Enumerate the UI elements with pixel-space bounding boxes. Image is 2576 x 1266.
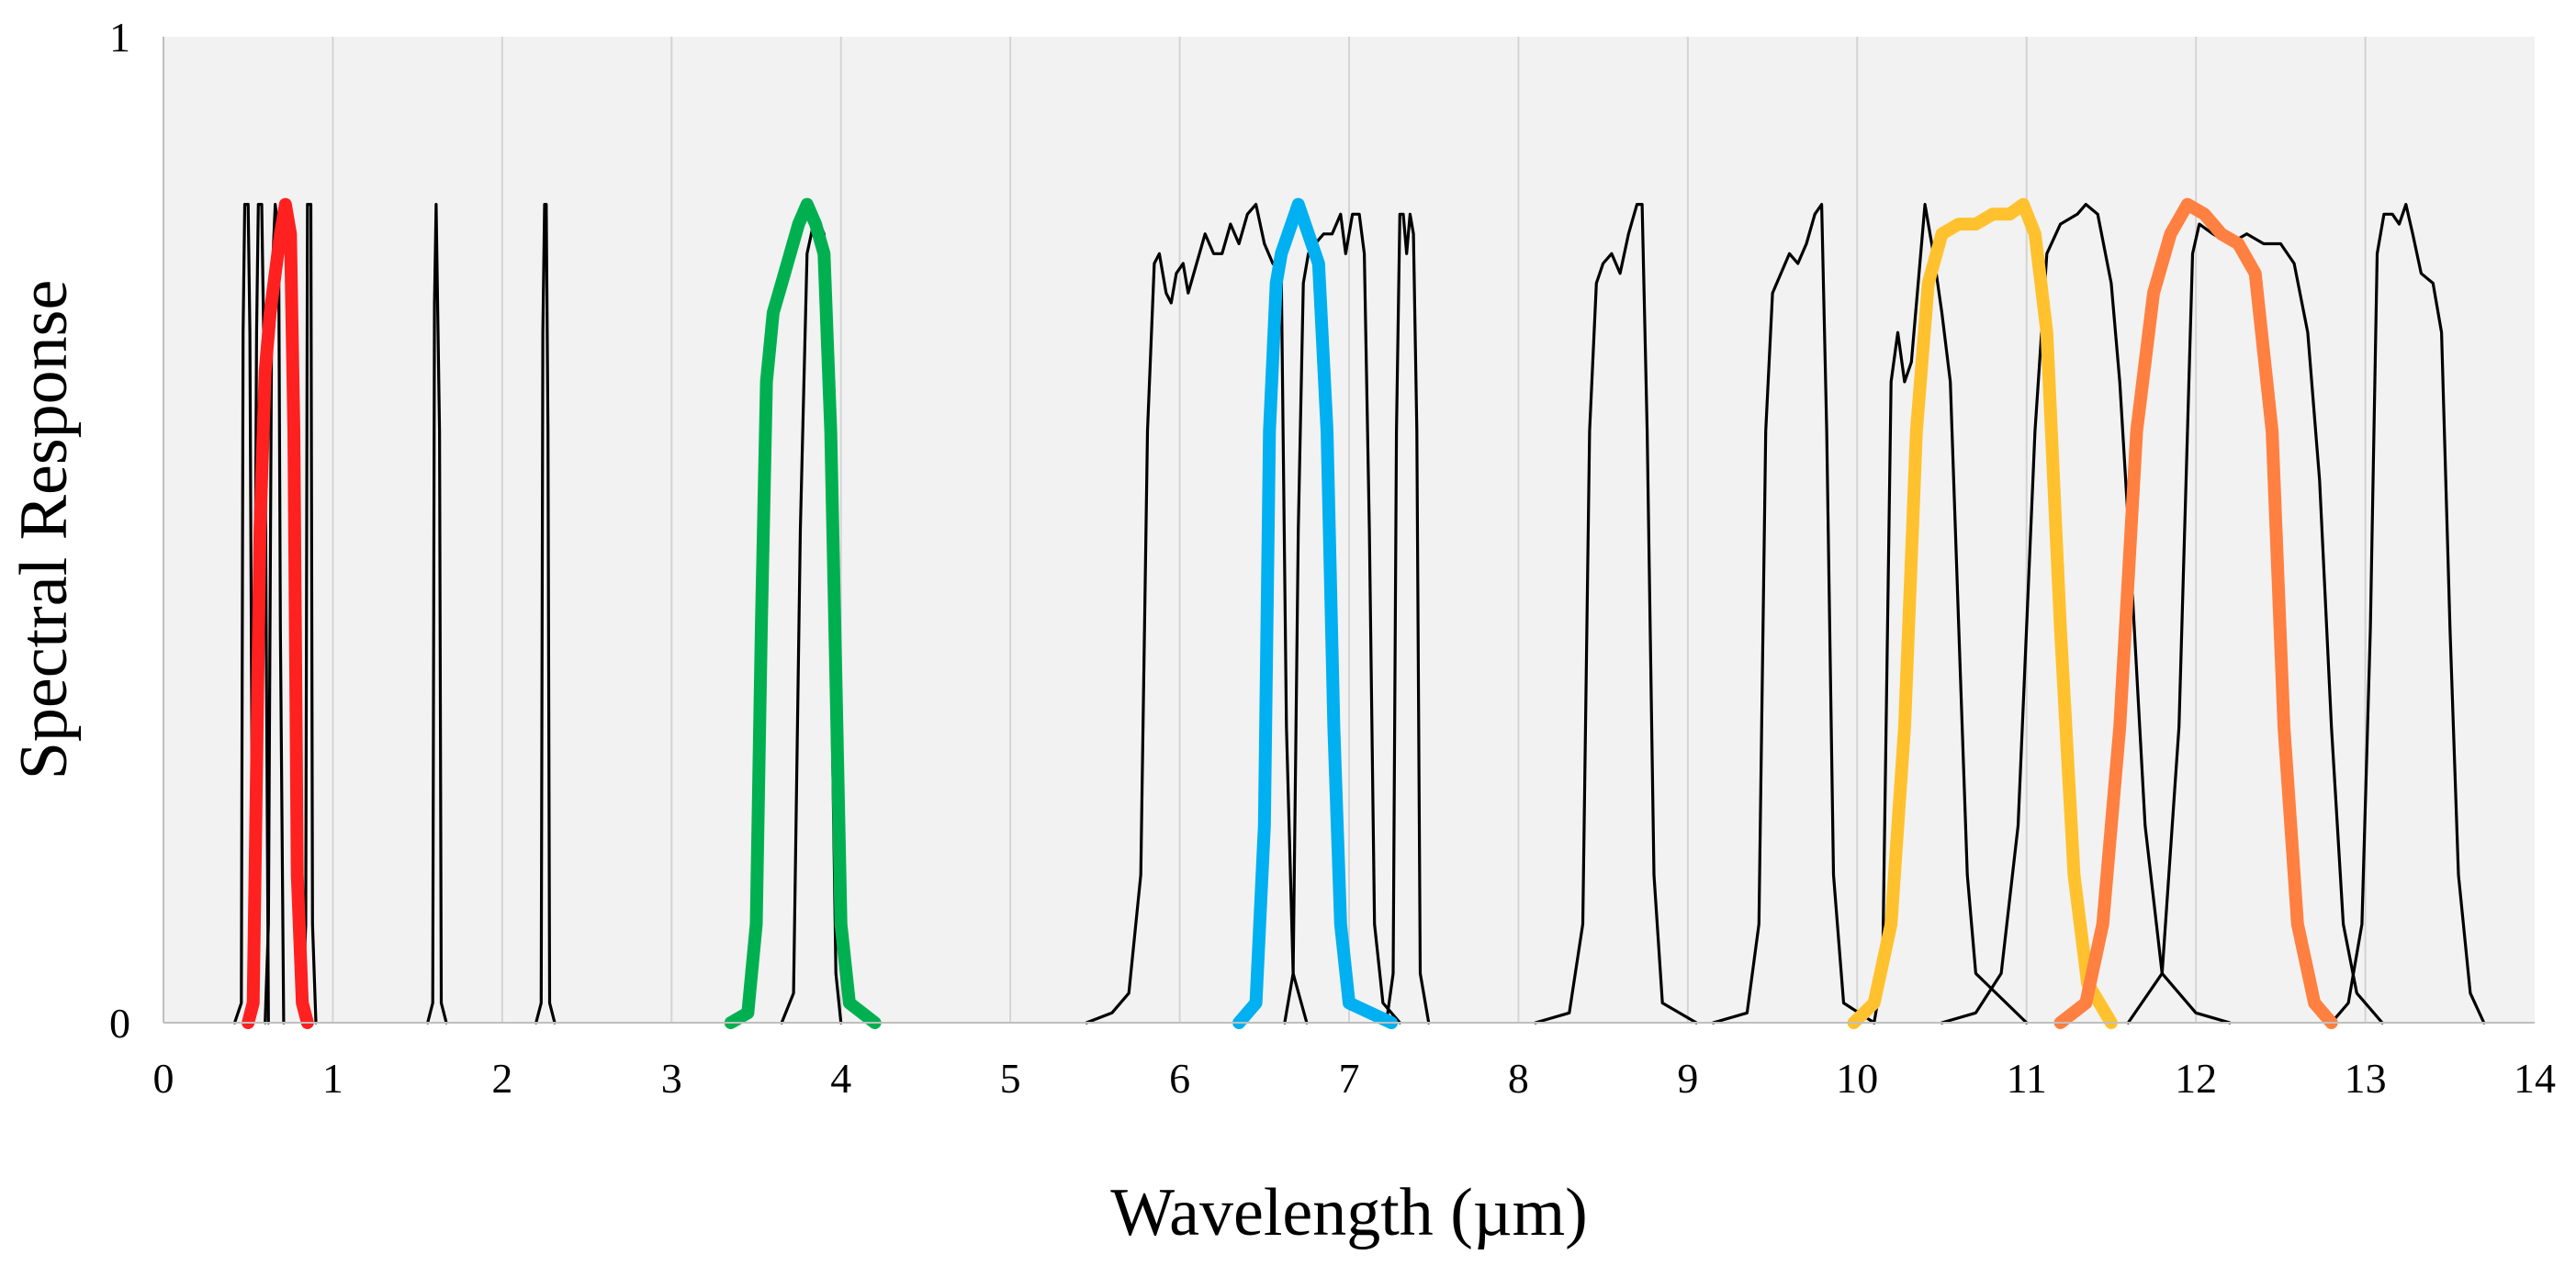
x-tick-label-4: 4: [830, 1055, 851, 1102]
series-line-wv-6.9: [1283, 212, 1401, 1025]
series-line-tir-8.6: [1534, 203, 1698, 1025]
series-line-wv-6.2: [1085, 203, 1309, 1025]
x-tick-label-3: 3: [661, 1055, 682, 1102]
axes: [163, 37, 2535, 1024]
x-tick-labels: 0 1 2 3 4 5 6 7 8 9 10 11 12 13 14: [153, 1055, 2557, 1102]
series-line-wv-7.3: [1385, 212, 1431, 1025]
x-tick-label-8: 8: [1508, 1055, 1529, 1102]
x-tick-label-10: 10: [1836, 1055, 1878, 1102]
y-tick-labels: 01: [109, 14, 130, 1047]
series-line-yellow-10.8: [1847, 197, 2118, 1029]
series-line-swir-2.25: [534, 203, 557, 1025]
series-line-vis-red: [264, 203, 286, 1025]
series-line-blue-6.7: [1232, 197, 1399, 1029]
series-line-green-3.8: [724, 197, 882, 1029]
x-tick-label-7: 7: [1339, 1055, 1360, 1102]
thick-series-layer: [242, 197, 2338, 1029]
gridlines: [332, 37, 2367, 1023]
series-line-tir-10.4: [1873, 203, 2029, 1025]
series-line-red-0.65: [242, 197, 314, 1029]
x-axis-title: Wavelength (µm): [1110, 1175, 1588, 1250]
y-tick-label-0: 0: [109, 1000, 130, 1047]
x-tick-label-0: 0: [153, 1055, 174, 1102]
x-tick-label-12: 12: [2175, 1055, 2217, 1102]
y-axis-title: Spectral Response: [6, 280, 82, 780]
x-tick-label-1: 1: [322, 1055, 343, 1102]
x-tick-label-13: 13: [2345, 1055, 2387, 1102]
series-line-tir-9.7: [1711, 203, 1876, 1025]
series-line-orange-12.0: [2053, 197, 2338, 1029]
series-line-swir-1.6: [426, 203, 448, 1025]
series-line-tir-11.3: [1940, 203, 2232, 1025]
series-line-tir-13.3: [2330, 203, 2486, 1025]
series-line-vis-blue: [232, 203, 255, 1025]
y-tick-label-1: 1: [109, 14, 130, 61]
x-tick-label-5: 5: [1000, 1055, 1021, 1102]
x-tick-label-14: 14: [2514, 1055, 2556, 1102]
series-line-tir-12.3: [2126, 222, 2384, 1025]
x-tick-label-6: 6: [1169, 1055, 1190, 1102]
x-tick-label-11: 11: [2007, 1055, 2047, 1102]
x-tick-label-9: 9: [1677, 1055, 1698, 1102]
x-tick-label-2: 2: [491, 1055, 512, 1102]
